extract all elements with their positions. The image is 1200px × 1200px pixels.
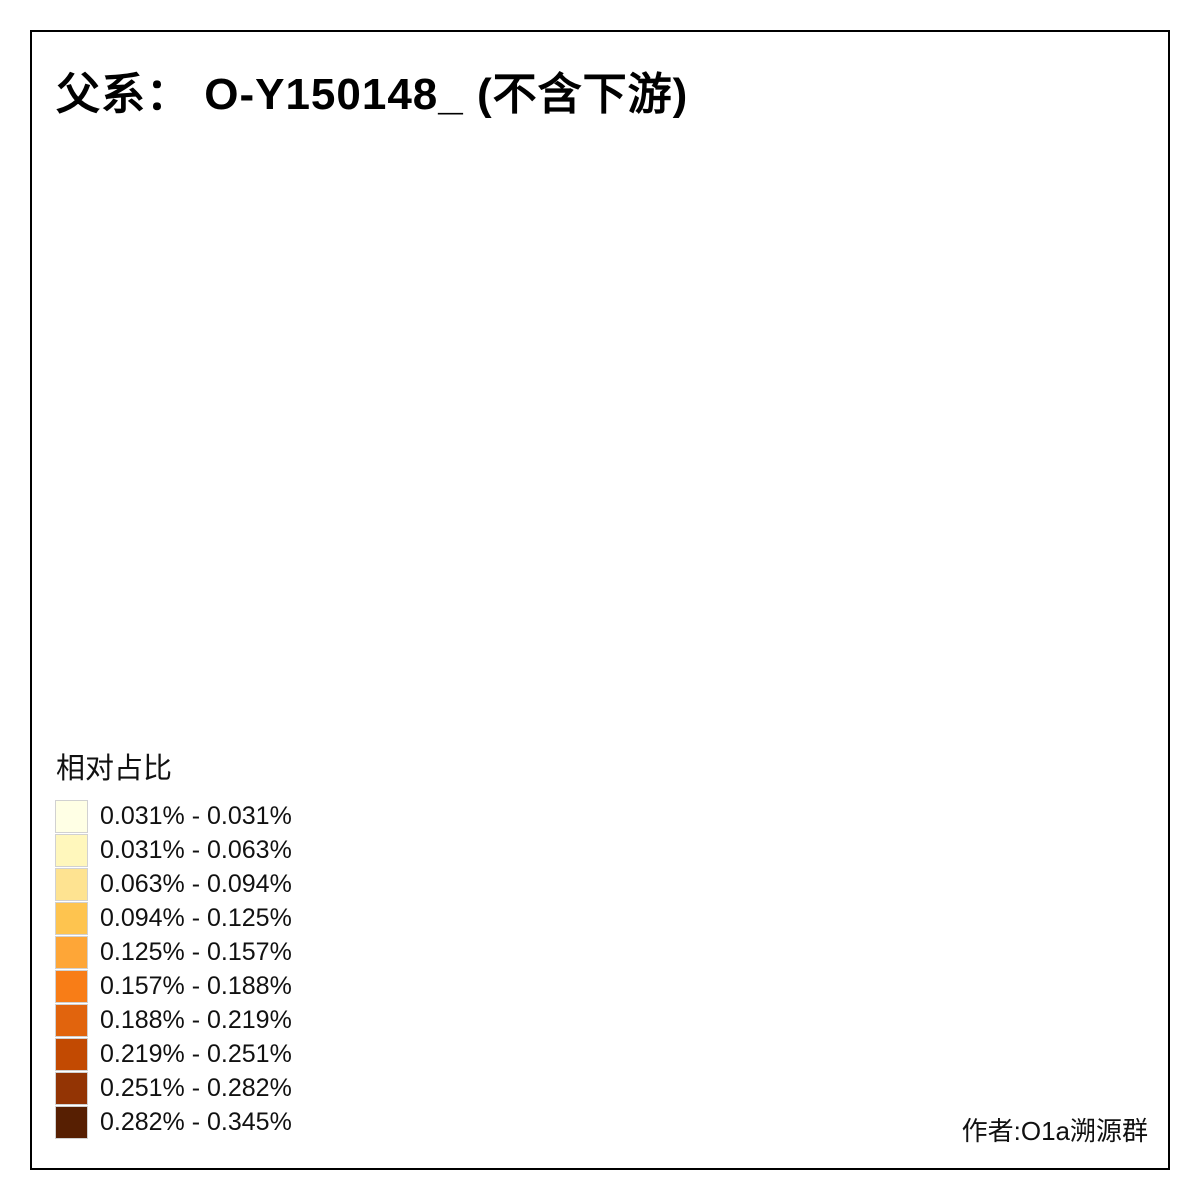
- legend-row: 0.251% - 0.282%: [55, 1072, 292, 1105]
- legend-swatch: [55, 1038, 88, 1071]
- legend-label: 0.251% - 0.282%: [100, 1074, 292, 1102]
- legend-label: 0.188% - 0.219%: [100, 1006, 292, 1034]
- legend-label: 0.219% - 0.251%: [100, 1040, 292, 1068]
- legend-row: 0.031% - 0.063%: [55, 834, 292, 867]
- legend-row: 0.157% - 0.188%: [55, 970, 292, 1003]
- legend: 相对占比 0.031% - 0.031% 0.031% - 0.063% 0.063…: [55, 745, 292, 1141]
- legend-title: 相对占比: [56, 753, 173, 785]
- legend-label: 0.063% - 0.094%: [100, 870, 292, 898]
- legend-label: 0.125% - 0.157%: [100, 938, 292, 966]
- legend-swatch: [55, 1106, 88, 1139]
- legend-label: 0.157% - 0.188%: [100, 972, 292, 1000]
- legend-swatch: [55, 1004, 88, 1037]
- legend-row: 0.282% - 0.345%: [55, 1106, 292, 1139]
- legend-row: 0.125% - 0.157%: [55, 936, 292, 969]
- legend-row: 0.094% - 0.125%: [55, 902, 292, 935]
- legend-rows: 0.031% - 0.031% 0.031% - 0.063% 0.063% - 0…: [55, 800, 292, 1139]
- legend-swatch: [55, 902, 88, 935]
- legend-label: 0.094% - 0.125%: [100, 904, 292, 932]
- legend-label: 0.031% - 0.063%: [100, 836, 292, 864]
- legend-label: 0.031% - 0.031%: [100, 802, 292, 830]
- legend-row: 0.219% - 0.251%: [55, 1038, 292, 1071]
- legend-row: 0.188% - 0.219%: [55, 1004, 292, 1037]
- legend-swatch: [55, 1072, 88, 1105]
- legend-swatch: [55, 834, 88, 867]
- map-frame: [30, 30, 1170, 1170]
- legend-swatch: [55, 800, 88, 833]
- legend-label: 0.282% - 0.345%: [100, 1108, 292, 1136]
- legend-swatch: [55, 868, 88, 901]
- author-credit: 作者:O1a溯源群: [961, 1116, 1148, 1146]
- legend-row: 0.063% - 0.094%: [55, 868, 292, 901]
- legend-swatch: [55, 936, 88, 969]
- legend-swatch: [55, 970, 88, 1003]
- map-title: 父系： O-Y150148_ (不含下游): [56, 70, 689, 119]
- legend-row: 0.031% - 0.031%: [55, 800, 292, 833]
